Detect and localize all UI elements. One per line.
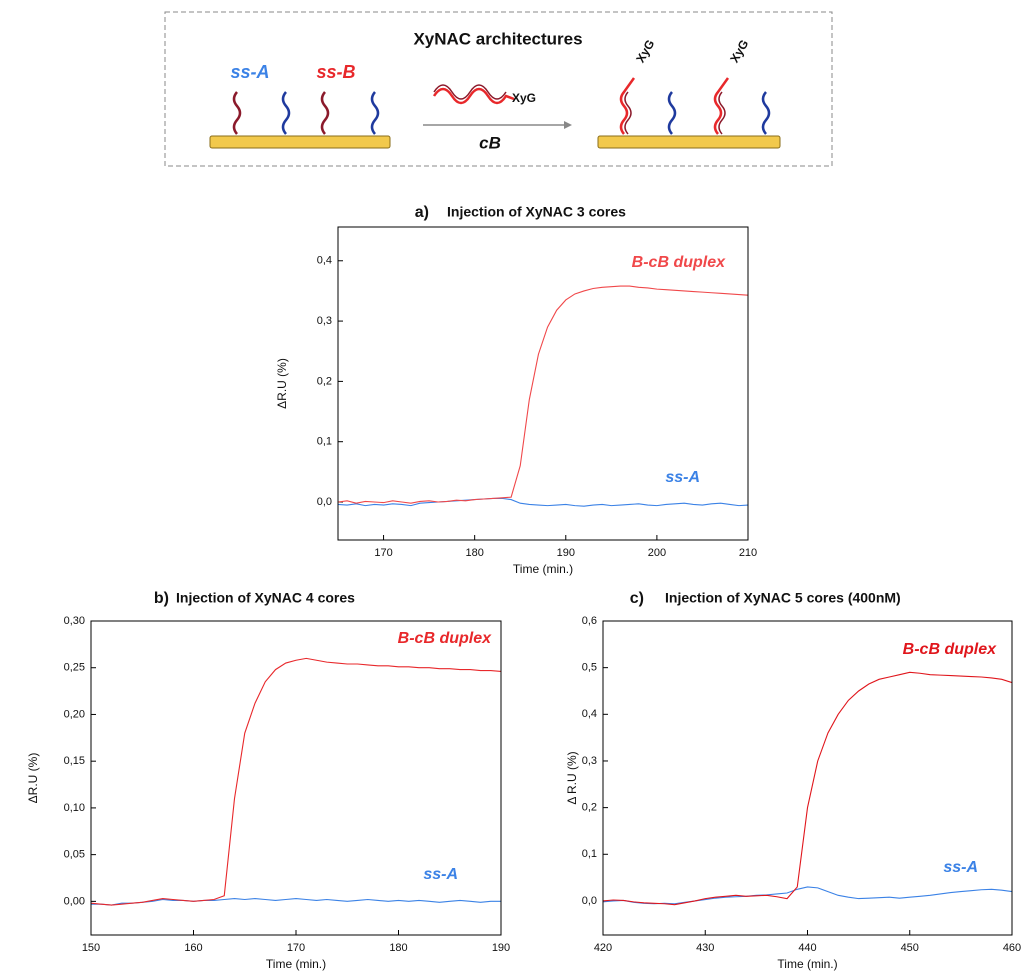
plot-frame [602, 620, 1013, 936]
y-tick-label: 0,3 [317, 315, 332, 327]
y-tick-label: 0,00 [64, 895, 85, 907]
series-label: B-cB duplex [398, 630, 492, 647]
panel-label: b) [154, 590, 169, 607]
panel-label: a) [415, 204, 429, 221]
strand [433, 84, 507, 100]
chart-title: Injection of XyNAC 3 cores [447, 204, 626, 220]
data-line [338, 497, 748, 507]
tag-label: XyG [727, 37, 751, 65]
diagram: XyNAC architectures ss-A ss-B XyG XyG Xy… [164, 11, 833, 167]
y-tick-label: 0,0 [317, 496, 332, 508]
strand [761, 91, 771, 135]
x-tick-label: 170 [374, 547, 392, 559]
tag-label: XyG [633, 37, 657, 65]
series-label: ss-A [665, 469, 700, 486]
x-tick-label: 200 [648, 547, 666, 559]
strand-a-label: ss-A [230, 62, 269, 82]
strand [667, 91, 677, 135]
y-tick-label: 0,1 [582, 848, 597, 860]
x-tick-label: 160 [184, 942, 202, 954]
strand [619, 77, 636, 135]
strand [624, 91, 632, 135]
y-tick-label: 0,2 [582, 802, 597, 814]
x-axis-label: Time (min.) [777, 957, 837, 971]
y-tick-label: 0,2 [317, 375, 332, 387]
strand [281, 91, 291, 135]
x-tick-label: 190 [492, 942, 510, 954]
data-line [91, 897, 501, 906]
data-line [603, 886, 1012, 905]
surface [209, 135, 391, 149]
x-axis-label: Time (min.) [266, 957, 326, 971]
x-tick-label: 180 [389, 942, 407, 954]
y-tick-label: 0,10 [64, 802, 85, 814]
y-tick-label: 0,30 [64, 615, 85, 627]
x-tick-label: 420 [594, 942, 612, 954]
chart: a) Injection of XyNAC 3 cores 170 180 190 200… [275, 204, 757, 576]
y-tick-label: 0,3 [582, 755, 597, 767]
series-label: ss-A [423, 866, 458, 883]
x-axis-label: Time (min.) [513, 562, 573, 576]
chart: c) Injection of XyNAC 5 cores (400nM) 420 4… [565, 590, 1021, 971]
y-tick-label: 0,0 [582, 895, 597, 907]
y-axis-label: ΔR.U (%) [26, 753, 40, 804]
y-tick-label: 0,20 [64, 708, 85, 720]
y-tick-label: 0,5 [582, 662, 597, 674]
y-axis-label: Δ R.U (%) [565, 751, 579, 804]
reagent-label: cB [479, 133, 501, 152]
strand-b-label: ss-B [316, 62, 355, 82]
y-tick-label: 0,1 [317, 436, 332, 448]
y-tick-label: 0,05 [64, 849, 85, 861]
x-tick-label: 170 [287, 942, 305, 954]
panel-label: c) [630, 590, 644, 607]
data-line [91, 657, 501, 906]
data-line [603, 671, 1012, 906]
strand [320, 91, 330, 135]
series-label: B-cB duplex [632, 254, 726, 271]
x-tick-label: 460 [1003, 942, 1021, 954]
chart-title: Injection of XyNAC 5 cores (400nM) [665, 590, 901, 606]
x-tick-label: 440 [798, 942, 816, 954]
strand [370, 91, 380, 135]
x-tick-label: 190 [557, 547, 575, 559]
x-tick-label: 210 [739, 547, 757, 559]
arrow-head [564, 121, 572, 129]
x-tick-label: 430 [696, 942, 714, 954]
y-axis-label: ΔR.U (%) [275, 358, 289, 409]
tag-label: XyG [512, 91, 536, 105]
strands [232, 77, 771, 135]
y-tick-label: 0,25 [64, 662, 85, 674]
y-tick-label: 0,15 [64, 755, 85, 767]
diagram-title: XyNAC architectures [413, 29, 582, 48]
strand [432, 87, 515, 105]
strand [713, 77, 730, 135]
strand [232, 91, 242, 135]
x-tick-label: 450 [901, 942, 919, 954]
surface [597, 135, 781, 149]
y-tick-label: 0,6 [582, 615, 597, 627]
diagram-frame [164, 11, 833, 167]
y-tick-label: 0,4 [582, 708, 597, 720]
plot-frame [90, 620, 502, 936]
chart: b) Injection of XyNAC 4 cores 150 160 170 180… [26, 590, 510, 971]
data-line [338, 285, 748, 504]
x-tick-label: 150 [82, 942, 100, 954]
x-tick-label: 180 [465, 547, 483, 559]
series-label: ss-A [943, 859, 978, 876]
plot-frame [337, 226, 749, 541]
chart-title: Injection of XyNAC 4 cores [176, 590, 355, 606]
series-label: B-cB duplex [903, 641, 997, 658]
strand [718, 91, 726, 135]
y-tick-label: 0,4 [317, 255, 332, 267]
